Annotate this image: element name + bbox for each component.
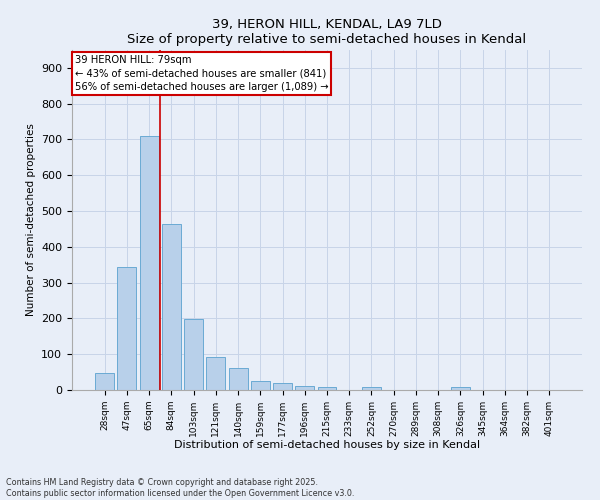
Bar xyxy=(206,356,225,390)
Bar xyxy=(317,387,337,390)
Bar xyxy=(95,373,114,390)
Text: Contains HM Land Registry data © Crown copyright and database right 2025.
Contai: Contains HM Land Registry data © Crown c… xyxy=(6,478,355,498)
Title: 39, HERON HILL, KENDAL, LA9 7LD
Size of property relative to semi-detached house: 39, HERON HILL, KENDAL, LA9 7LD Size of … xyxy=(127,18,527,46)
Bar xyxy=(184,319,203,390)
Text: 39 HERON HILL: 79sqm
← 43% of semi-detached houses are smaller (841)
56% of semi: 39 HERON HILL: 79sqm ← 43% of semi-detac… xyxy=(74,55,328,92)
X-axis label: Distribution of semi-detached houses by size in Kendal: Distribution of semi-detached houses by … xyxy=(174,440,480,450)
Bar xyxy=(229,368,248,390)
Y-axis label: Number of semi-detached properties: Number of semi-detached properties xyxy=(26,124,35,316)
Bar xyxy=(273,383,292,390)
Bar xyxy=(362,387,381,390)
Bar xyxy=(451,387,470,390)
Bar xyxy=(295,386,314,390)
Bar xyxy=(162,224,181,390)
Bar xyxy=(118,267,136,390)
Bar xyxy=(140,136,158,390)
Bar xyxy=(251,381,270,390)
